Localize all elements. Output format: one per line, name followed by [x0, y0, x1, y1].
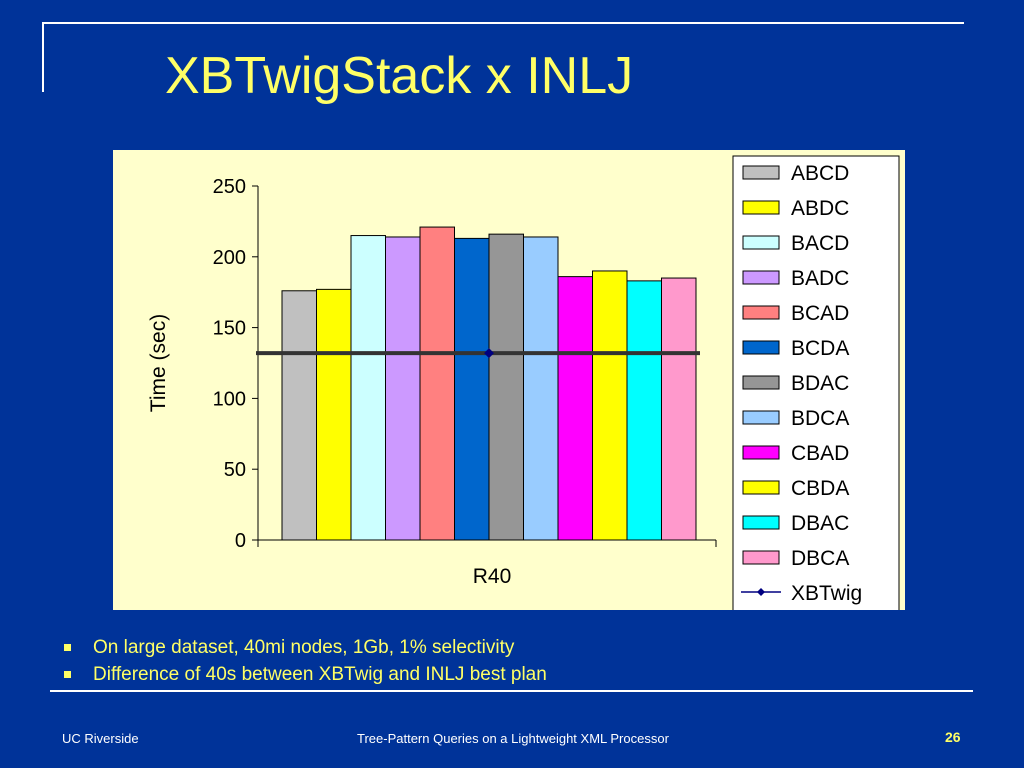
- y-tick-label: 0: [235, 530, 246, 552]
- bullet-item: On large dataset, 40mi nodes, 1Gb, 1% se…: [62, 634, 547, 661]
- frame-left-line: [42, 22, 44, 92]
- bar: [557, 276, 593, 541]
- legend-label: BDCA: [791, 407, 849, 430]
- legend-label: DBCA: [791, 547, 849, 570]
- bar: [661, 277, 697, 541]
- bar: [350, 235, 386, 541]
- bar: [316, 288, 352, 541]
- slide-title: XBTwigStack x INLJ: [165, 47, 634, 105]
- legend-label: CBAD: [791, 442, 849, 465]
- legend-swatch: [742, 375, 780, 390]
- legend-swatch: [742, 550, 780, 565]
- legend-swatch: [742, 235, 780, 250]
- legend-swatch: [742, 515, 780, 530]
- bar: [281, 290, 317, 541]
- legend-label: ABDC: [791, 197, 849, 220]
- legend-label: BCAD: [791, 302, 849, 325]
- frame-top-line: [42, 22, 964, 24]
- bar: [419, 226, 455, 541]
- legend-label: BDAC: [791, 372, 849, 395]
- x-category-label: R40: [473, 565, 512, 588]
- legend-label: BCDA: [791, 337, 849, 360]
- bar: [592, 270, 628, 541]
- y-tick-label: 150: [213, 318, 246, 340]
- y-tick-label: 50: [224, 459, 246, 481]
- bar: [385, 236, 421, 541]
- legend-swatch: [742, 410, 780, 425]
- y-tick-label: 250: [213, 176, 246, 198]
- legend-swatch: [742, 200, 780, 215]
- y-tick-label: 200: [213, 247, 246, 269]
- footer-divider: [50, 690, 973, 692]
- bullet-square-icon: [64, 671, 71, 678]
- legend-marker-icon: [757, 588, 765, 596]
- bullet-list: On large dataset, 40mi nodes, 1Gb, 1% se…: [62, 634, 547, 688]
- legend-swatch: [742, 165, 780, 180]
- legend-swatch: [742, 445, 780, 460]
- legend-swatch: [742, 305, 780, 320]
- page-number: 26: [945, 729, 961, 745]
- y-axis-label: Time (sec): [147, 314, 170, 412]
- footer-presentation-title: Tree-Pattern Queries on a Lightweight XM…: [357, 731, 669, 746]
- bullet-square-icon: [64, 644, 71, 651]
- legend-label: BACD: [791, 232, 849, 255]
- bullet-item: Difference of 40s between XBTwig and INL…: [62, 661, 547, 688]
- bar: [523, 236, 559, 541]
- bar-chart: 0 50 100 150 200 250 Time (sec) R40 ABCD ABDC BACD…: [147, 155, 900, 610]
- legend-label: ABCD: [791, 162, 849, 185]
- xbtwig-marker: [484, 348, 494, 359]
- legend-label: XBTwig: [791, 582, 862, 605]
- bar: [626, 280, 662, 541]
- legend-swatch: [742, 270, 780, 285]
- bullet-text: Difference of 40s between XBTwig and INL…: [93, 663, 547, 685]
- legend-label: CBDA: [791, 477, 849, 500]
- y-tick-label: 100: [213, 388, 246, 410]
- bullet-text: On large dataset, 40mi nodes, 1Gb, 1% se…: [93, 636, 515, 658]
- legend-swatch: [742, 480, 780, 495]
- legend-label: DBAC: [791, 512, 849, 535]
- bar: [488, 233, 524, 541]
- bar: [454, 237, 490, 541]
- legend-label: BADC: [791, 267, 849, 290]
- legend-swatch: [742, 340, 780, 355]
- chart-container: 0 50 100 150 200 250 Time (sec) R40 ABCD ABDC BACD…: [113, 150, 905, 610]
- footer-institution: UC Riverside: [62, 731, 139, 746]
